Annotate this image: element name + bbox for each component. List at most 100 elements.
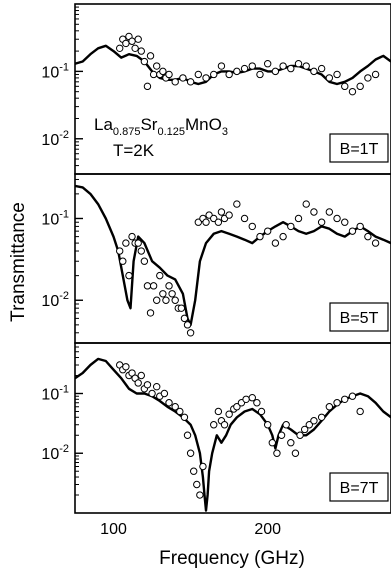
data-point (214, 407, 223, 416)
data-point (302, 200, 310, 208)
data-point (333, 214, 341, 223)
data-point (146, 309, 155, 317)
data-point (233, 403, 241, 411)
data-point (248, 394, 256, 402)
data-point (179, 74, 187, 82)
data-point (240, 64, 249, 73)
data-point (180, 413, 189, 421)
data-point (159, 67, 167, 76)
data-point (310, 67, 318, 76)
data-point (210, 70, 218, 79)
data-point (271, 67, 280, 76)
sample-sub-sr: 0.125 (157, 126, 185, 138)
fit-curve-line (75, 357, 391, 512)
data-point (371, 70, 380, 79)
data-point (122, 239, 130, 247)
data-point (202, 74, 210, 82)
data-point (348, 392, 357, 400)
data-point (143, 381, 152, 389)
data-point (162, 296, 170, 304)
data-point (341, 82, 349, 91)
data-point (189, 467, 198, 475)
data-point (217, 62, 226, 70)
data-point (152, 62, 161, 70)
data-point (225, 410, 233, 418)
data-point (122, 39, 130, 48)
y-tick-exponent: -1 (59, 208, 69, 220)
data-point (287, 64, 295, 73)
data-point (305, 421, 314, 429)
y-tick-exponent: -1 (59, 61, 69, 73)
data-point (199, 462, 207, 471)
data-point (148, 389, 156, 398)
field-label-box (329, 472, 389, 502)
data-point (137, 371, 145, 380)
data-point (310, 417, 318, 425)
data-point (317, 218, 326, 226)
data-point (134, 35, 142, 43)
y-tick-base: 10 (41, 386, 59, 403)
data-point (119, 257, 127, 265)
data-point (193, 480, 201, 489)
data-point (177, 304, 186, 312)
data-point (364, 74, 372, 82)
data-point (217, 208, 226, 216)
data-point (294, 60, 303, 68)
data-point (131, 44, 139, 53)
y-tick-base: 10 (41, 132, 59, 149)
data-point (225, 70, 233, 79)
data-point (152, 296, 161, 304)
data-point (140, 57, 149, 66)
data-point (279, 62, 287, 70)
data-point (171, 78, 179, 86)
y-tick-label: 10-2 (41, 129, 69, 149)
sample-element-sr: Sr (140, 115, 157, 134)
y-tick-label: 10-1 (41, 61, 69, 81)
data-point (325, 403, 334, 411)
data-point (194, 70, 203, 79)
data-point (263, 421, 272, 429)
y-axis-title: Transmittance (8, 202, 29, 322)
data-point (287, 222, 295, 231)
data-point (186, 329, 195, 337)
sample-element-la: La (94, 115, 113, 134)
y-tick-exponent: -2 (59, 443, 69, 455)
data-point (180, 314, 189, 323)
field-label: B=5T (340, 310, 379, 327)
data-point (341, 395, 349, 403)
data-point (137, 47, 145, 55)
data-point (282, 421, 290, 429)
data-point (194, 218, 203, 226)
data-point (165, 282, 173, 290)
x-axis-title: Frequency (GHz) (159, 548, 305, 569)
data-point (277, 431, 286, 439)
x-tick-label: 100 (100, 521, 127, 538)
data-point (128, 37, 136, 45)
y-tick-exponent: -1 (59, 383, 69, 395)
data-point (168, 290, 176, 298)
data-point (152, 382, 161, 391)
data-point (125, 271, 133, 280)
data-point (159, 290, 167, 298)
data-point (263, 60, 272, 68)
y-tick-exponent: -2 (59, 129, 69, 141)
data-point (341, 218, 349, 226)
data-point (165, 70, 173, 79)
data-point (233, 200, 241, 208)
data-point (134, 239, 142, 247)
data-point (310, 208, 318, 216)
data-point (348, 227, 357, 235)
data-point (333, 399, 341, 407)
data-point (248, 62, 256, 70)
y-tick-base: 10 (41, 293, 59, 310)
data-point (134, 379, 142, 387)
y-tick-base: 10 (41, 64, 59, 81)
data-point (186, 78, 195, 86)
data-point (256, 232, 264, 241)
data-point (240, 214, 249, 223)
data-point (128, 232, 136, 241)
data-point (143, 82, 152, 91)
data-point (176, 407, 184, 416)
data-point (183, 321, 192, 329)
data-point (149, 70, 158, 79)
